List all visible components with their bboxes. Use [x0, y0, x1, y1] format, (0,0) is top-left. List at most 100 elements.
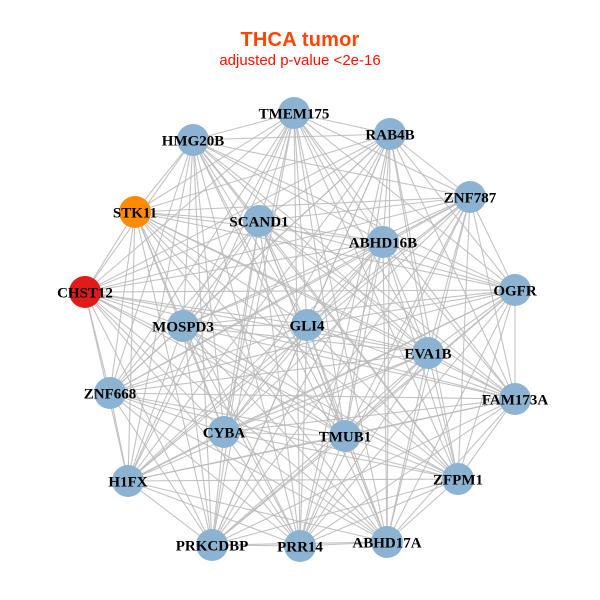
edge-RAB4B-EVA1B: [389, 133, 429, 354]
node-label-FAM173A: FAM173A: [482, 392, 549, 408]
edge-ABHD16B-OGFR: [382, 241, 516, 291]
edge-GLI4-H1FX: [127, 324, 308, 482]
edge-EVA1B-TMUB1: [344, 352, 429, 437]
edge-GLI4-ZFPM1: [306, 324, 459, 480]
edge-EVA1B-PRR14: [299, 352, 429, 547]
node-label-ZFPM1: ZFPM1: [433, 472, 483, 488]
edge-RAB4B-ZNF787: [389, 133, 471, 198]
edge-RAB4B-ABHD17A: [386, 133, 391, 543]
edge-H1FX-ZFPM1: [127, 478, 459, 482]
edge-ZNF668-TMUB1: [109, 392, 346, 437]
edge-ZNF787-ABHD17A: [386, 196, 471, 543]
edge-EVA1B-ABHD17A: [386, 352, 429, 543]
edge-TMEM175-ZNF787: [293, 112, 471, 198]
edge-CYBA-ABHD17A: [223, 431, 388, 543]
node-ABHD17A: [371, 526, 403, 558]
edge-CHST12-EVA1B: [84, 291, 429, 354]
edge-GLI4-PRR14: [299, 324, 308, 547]
node-label-ZNF787: ZNF787: [444, 190, 497, 206]
node-label-HMG20B: HMG20B: [162, 133, 225, 149]
edge-RAB4B-FAM173A: [389, 133, 516, 400]
edge-RAB4B-ZFPM1: [389, 133, 459, 480]
edge-FAM173A-CYBA: [223, 398, 516, 433]
edge-OGFR-H1FX: [127, 289, 516, 482]
edge-RAB4B-ABHD16B: [382, 133, 391, 243]
node-label-GLI4: GLI4: [289, 318, 325, 334]
node-FAM173A: [499, 383, 531, 415]
node-TMEM175: [278, 97, 310, 129]
node-label-TMEM175: TMEM175: [259, 106, 330, 122]
edge-EVA1B-ZFPM1: [427, 352, 459, 480]
edge-TMEM175-TMUB1: [293, 112, 346, 437]
edge-RAB4B-H1FX: [127, 133, 391, 482]
edge-CHST12-CYBA: [84, 291, 225, 433]
node-label-ZNF668: ZNF668: [84, 386, 137, 402]
edge-OGFR-GLI4: [306, 289, 516, 326]
edge-ZNF787-PRKCDBP: [211, 196, 471, 546]
edge-HMG20B-ABHD16B: [192, 139, 384, 243]
edge-GLI4-CYBA: [223, 324, 308, 433]
edge-RAB4B-HMG20B: [192, 133, 391, 141]
label-layer: TMEM175 RAB4B HMG20B ZNF787 STK11 SCAND1 ABHD1…: [57, 106, 548, 555]
edge-H1FX-PRKCDBP: [127, 480, 213, 546]
node-OGFR: [499, 274, 531, 306]
edge-CYBA-ZFPM1: [223, 431, 459, 480]
edge-TMUB1-H1FX: [127, 435, 346, 482]
edge-FAM173A-PRKCDBP: [211, 398, 516, 546]
node-SCAND1: [243, 205, 275, 237]
edge-ZNF668-ZFPM1: [109, 392, 459, 480]
edge-CHST12-PRR14: [84, 291, 301, 547]
node-TMUB1: [329, 420, 361, 452]
edge-SCAND1-CYBA: [223, 220, 260, 433]
edge-ZNF668-PRR14: [109, 392, 301, 547]
edge-TMUB1-ABHD17A: [344, 435, 388, 543]
edge-OGFR-PRR14: [299, 289, 516, 547]
node-ZFPM1: [442, 463, 474, 495]
edge-MOSPD3-H1FX: [127, 325, 184, 482]
node-H1FX: [112, 465, 144, 497]
edge-OGFR-EVA1B: [427, 289, 516, 354]
node-label-PRR14: PRR14: [277, 539, 323, 555]
edge-EVA1B-CYBA: [223, 352, 429, 433]
edge-TMEM175-FAM173A: [293, 112, 516, 400]
node-label-EVA1B: EVA1B: [404, 346, 451, 362]
edge-EVA1B-H1FX: [127, 352, 429, 482]
node-label-SCAND1: SCAND1: [229, 214, 288, 230]
edge-H1FX-ABHD17A: [127, 480, 388, 543]
edge-ABHD16B-PRKCDBP: [211, 241, 384, 546]
edge-CYBA-H1FX: [127, 431, 225, 482]
edge-SCAND1-H1FX: [127, 220, 260, 482]
edge-GLI4-FAM173A: [306, 324, 516, 400]
edge-TMUB1-PRR14: [299, 435, 346, 547]
edge-GLI4-PRKCDBP: [211, 324, 308, 546]
edge-TMEM175-ZNF668: [109, 112, 295, 394]
edge-ZNF787-STK11: [134, 196, 471, 213]
edge-STK11-GLI4: [134, 211, 308, 326]
edge-MOSPD3-ZNF668: [109, 325, 184, 394]
edge-TMEM175-GLI4: [293, 112, 308, 326]
node-label-MOSPD3: MOSPD3: [152, 319, 214, 335]
edge-ZNF668-CYBA: [109, 392, 225, 433]
edge-GLI4-EVA1B: [306, 324, 429, 354]
node-label-CYBA: CYBA: [203, 425, 246, 441]
node-label-RAB4B: RAB4B: [365, 127, 414, 143]
edge-ABHD16B-ABHD17A: [382, 241, 388, 543]
edge-CYBA-TMUB1: [223, 431, 346, 437]
edge-TMUB1-PRKCDBP: [211, 435, 346, 546]
edge-STK11-ZNF668: [109, 211, 136, 394]
edge-RAB4B-STK11: [134, 133, 391, 213]
edge-HMG20B-ZNF668: [109, 139, 194, 394]
edge-ZNF787-SCAND1: [258, 196, 471, 222]
node-EVA1B: [412, 337, 444, 369]
edge-HMG20B-ABHD17A: [192, 139, 388, 543]
node-ZNF787: [454, 181, 486, 213]
edge-EVA1B-ZNF668: [109, 352, 429, 394]
edge-TMEM175-STK11: [134, 112, 295, 213]
edge-STK11-ABHD17A: [134, 211, 388, 543]
node-CHST12: [69, 276, 101, 308]
edge-ZFPM1-PRKCDBP: [211, 478, 459, 546]
edge-ZNF787-EVA1B: [427, 196, 471, 354]
edge-SCAND1-EVA1B: [258, 220, 429, 354]
edge-ZNF668-FAM173A: [109, 392, 516, 400]
